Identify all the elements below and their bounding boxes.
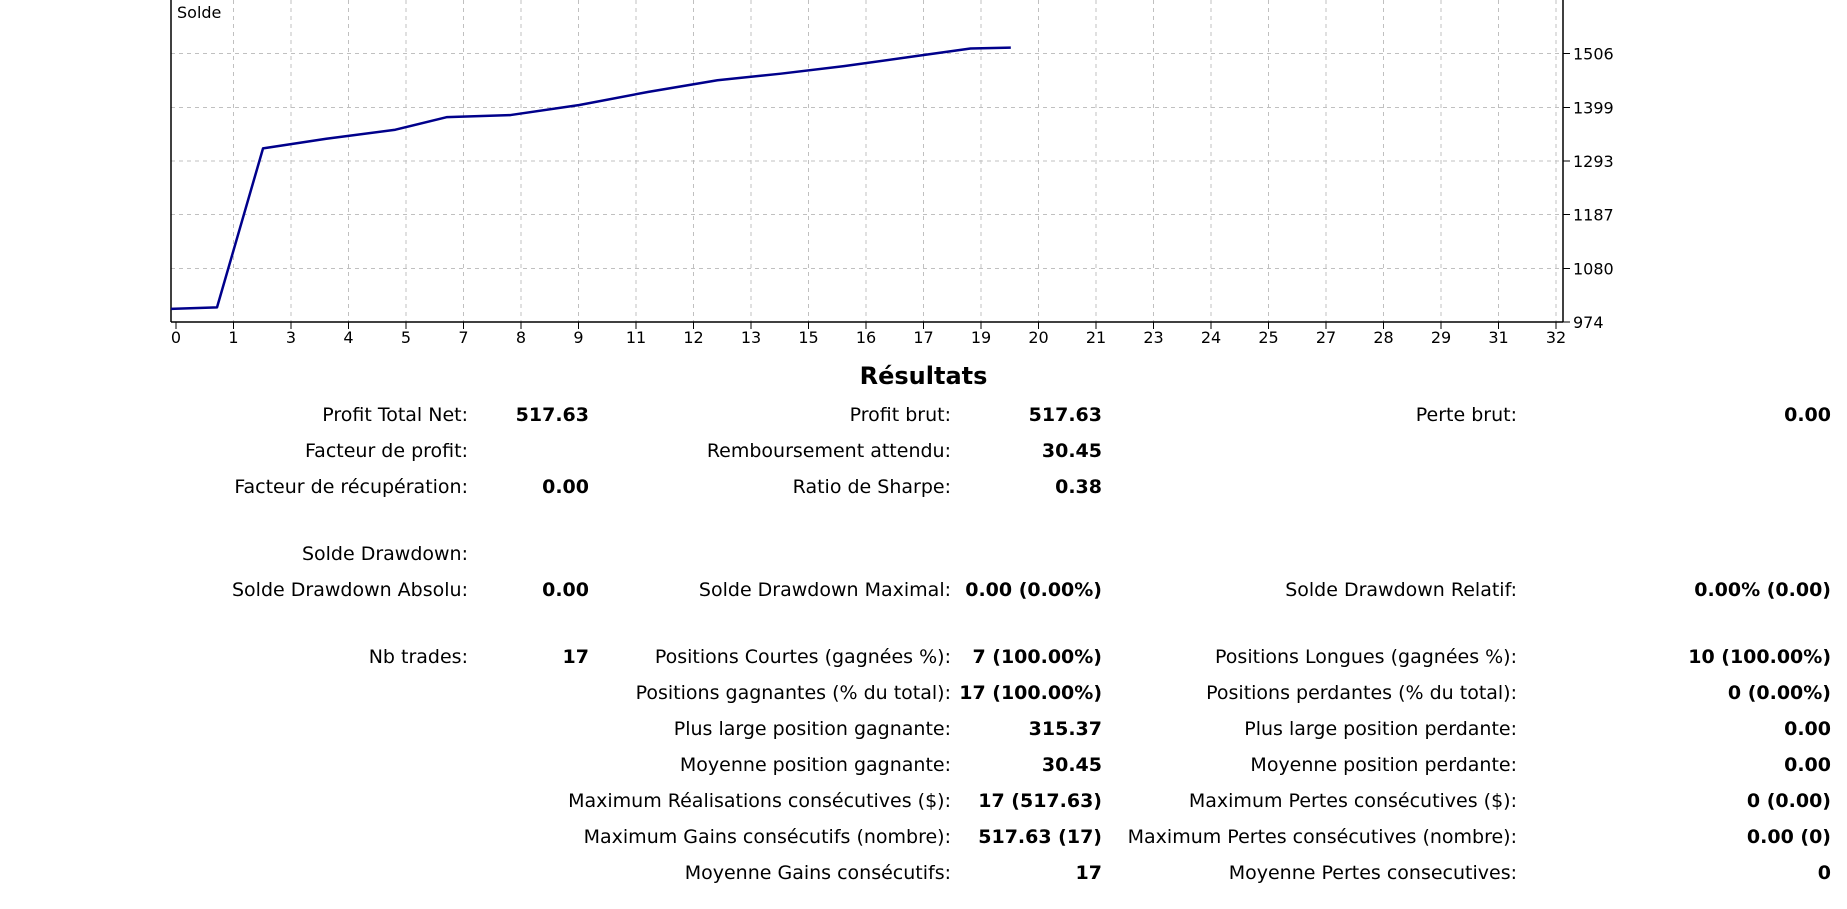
x-tick-label: 16 (856, 328, 876, 347)
stat-value: 517.63 (17) (978, 826, 1102, 848)
stat-value: 30.45 (1041, 754, 1102, 776)
x-tick-label: 1 (228, 328, 238, 347)
stat-value: 0.00% (0.00) (1694, 579, 1831, 601)
stat-label: Solde Drawdown: (301, 543, 468, 565)
y-tick-label: 1187 (1573, 205, 1614, 224)
x-tick-label: 15 (798, 328, 818, 347)
stat-value: 10 (100.00%) (1688, 646, 1831, 668)
stat-value: 17 (517.63) (978, 790, 1102, 812)
x-tick-label: 17 (913, 328, 933, 347)
stat-label: Ratio de Sharpe: (792, 476, 951, 498)
stat-value: 0.38 (1055, 476, 1102, 498)
stat-value: 0 (1817, 862, 1831, 884)
stat-value: 7 (100.00%) (972, 646, 1102, 668)
stat-value: 315.37 (1028, 718, 1102, 740)
x-tick-label: 25 (1258, 328, 1278, 347)
x-tick-label: 12 (683, 328, 703, 347)
stat-label: Solde Drawdown Maximal: (698, 579, 951, 601)
x-tick-label: 28 (1373, 328, 1393, 347)
stat-label: Moyenne position gagnante: (679, 754, 951, 776)
x-tick-label: 24 (1201, 328, 1221, 347)
balance-chart: 0 1 3 4 5 7 8 9 11 12 13 15 16 17 19 20 21 23 24 25 27 28 29 31… (170, 0, 1614, 347)
stat-label: Maximum Gains consécutifs (nombre): (583, 826, 951, 848)
stat-label: Plus large position perdante: (1244, 718, 1517, 740)
y-tick-label: 1506 (1573, 44, 1614, 63)
stat-label: Maximum Pertes consécutives (nombre): (1127, 826, 1517, 848)
y-tick-label: 1293 (1573, 152, 1614, 171)
stat-label: Facteur de profit: (305, 440, 468, 462)
results-title: Résultats (859, 362, 988, 390)
stat-label: Moyenne Pertes consecutives: (1228, 862, 1517, 884)
x-tick-label: 31 (1488, 328, 1508, 347)
y-tick-label: 974 (1573, 313, 1604, 332)
stat-value: 517.63 (515, 404, 589, 426)
stat-value: 0 (0.00%) (1727, 682, 1831, 704)
x-tick-label: 0 (171, 328, 181, 347)
x-tick-label: 27 (1316, 328, 1336, 347)
y-tick-label: 1399 (1573, 99, 1614, 118)
x-tick-label: 23 (1143, 328, 1163, 347)
stat-label: Positions perdantes (% du total): (1206, 682, 1517, 704)
x-tick-label: 32 (1546, 328, 1566, 347)
x-tick-label: 8 (516, 328, 526, 347)
stat-value: 0.00 (1784, 718, 1831, 740)
stat-value: 0.00 (1784, 754, 1831, 776)
stat-label: Remboursement attendu: (706, 440, 951, 462)
x-tick-label: 19 (971, 328, 991, 347)
stat-value: 0.00 (0) (1746, 826, 1831, 848)
stat-label: Maximum Pertes consécutives ($): (1188, 790, 1517, 812)
stat-value: 30.45 (1041, 440, 1102, 462)
stat-label: Solde Drawdown Absolu: (232, 579, 468, 601)
stat-value: 0 (0.00) (1746, 790, 1831, 812)
x-tick-label: 13 (741, 328, 761, 347)
chart-axes (170, 0, 1570, 329)
stat-label: Maximum Réalisations consécutives ($): (568, 790, 951, 812)
stat-value: 0.00 (0.00%) (965, 579, 1102, 601)
stat-label: Nb trades: (368, 646, 468, 668)
y-tick-label: 1080 (1573, 260, 1614, 279)
x-tick-label: 4 (343, 328, 353, 347)
stat-value: 0.00 (542, 476, 589, 498)
stat-label: Facteur de récupération: (234, 476, 468, 498)
stat-label: Positions Longues (gagnées %): (1215, 646, 1517, 668)
stat-label: Perte brut: (1415, 404, 1517, 426)
stat-label: Solde Drawdown Relatif: (1285, 579, 1517, 601)
stat-label: Profit brut: (849, 404, 951, 426)
balance-line (170, 46, 1011, 311)
series-label: Solde (177, 3, 221, 22)
stat-label: Positions gagnantes (% du total): (635, 682, 951, 704)
chart-labels: 0 1 3 4 5 7 8 9 11 12 13 15 16 17 19 20 21 23 24 25 27 28 29 31… (171, 3, 1614, 347)
x-tick-label: 20 (1028, 328, 1048, 347)
x-tick-label: 11 (626, 328, 646, 347)
x-tick-label: 29 (1431, 328, 1451, 347)
x-tick-label: 5 (401, 328, 411, 347)
stat-value: 0.00 (1784, 404, 1831, 426)
stat-value: 17 (562, 646, 589, 668)
stat-label: Profit Total Net: (322, 404, 468, 426)
stat-label: Plus large position gagnante: (673, 718, 951, 740)
x-tick-label: 3 (286, 328, 296, 347)
stat-value: 17 (1075, 862, 1102, 884)
x-tick-label: 21 (1086, 328, 1106, 347)
chart-grid (171, 0, 1563, 322)
chart-series (170, 46, 1011, 311)
stat-value: 517.63 (1028, 404, 1102, 426)
stat-value: 17 (100.00%) (959, 682, 1102, 704)
stat-value: 0.00 (542, 579, 589, 601)
x-tick-label: 7 (458, 328, 468, 347)
x-tick-label: 9 (573, 328, 583, 347)
stat-label: Moyenne Gains consécutifs: (684, 862, 951, 884)
stat-label: Positions Courtes (gagnées %): (654, 646, 951, 668)
stat-label: Moyenne position perdante: (1250, 754, 1517, 776)
